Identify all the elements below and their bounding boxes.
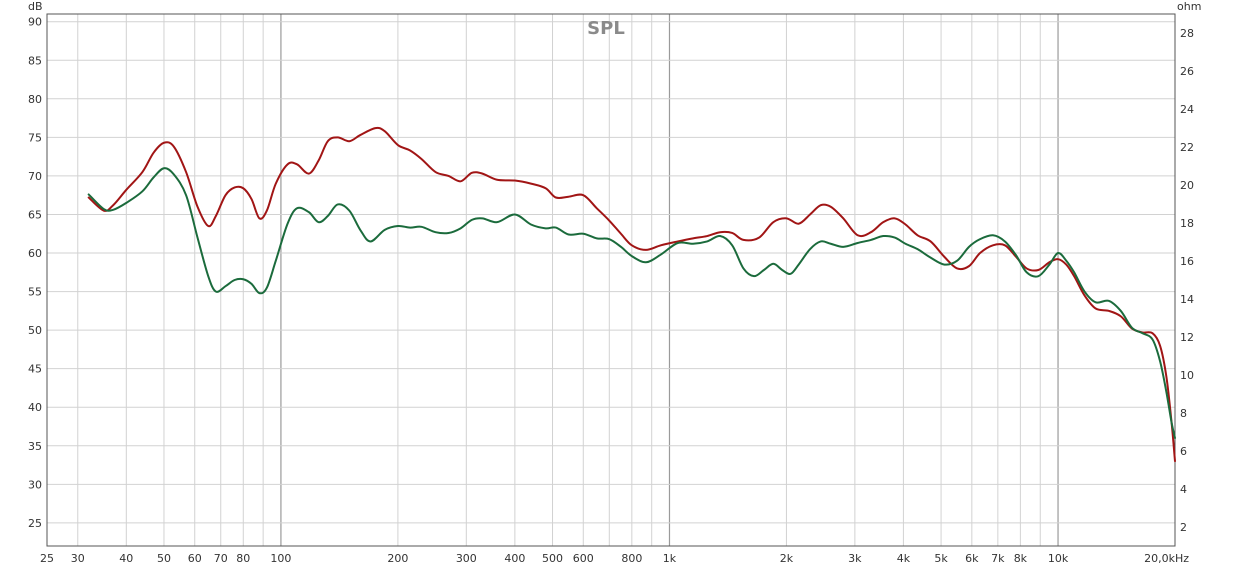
- x-tick-label: 5k: [934, 552, 948, 565]
- series-line-green: [87, 167, 1176, 440]
- y-right-tick-label: 12: [1180, 331, 1194, 344]
- y-right-tick-label: 6: [1180, 445, 1187, 458]
- y-right-tick-label: 22: [1180, 141, 1194, 154]
- y-left-tick-label: 75: [28, 131, 42, 144]
- grid: [47, 14, 1176, 546]
- x-tick-label: 80: [236, 552, 250, 565]
- y-left-tick-label: 90: [28, 16, 42, 29]
- y-left-tick-label: 80: [28, 93, 42, 106]
- x-tick-label: 50: [157, 552, 171, 565]
- series-line-red: [87, 126, 1176, 463]
- x-tick-label: 8k: [1014, 552, 1028, 565]
- tick-labels: 2530354045505560657075808590246810121416…: [28, 16, 1194, 565]
- x-tick-label: 2k: [780, 552, 794, 565]
- x-tick-label: 600: [573, 552, 594, 565]
- x-tick-label: 20,0kHz: [1144, 552, 1189, 565]
- y-left-tick-label: 85: [28, 54, 42, 67]
- y-right-tick-label: 4: [1180, 483, 1187, 496]
- x-tick-label: 1k: [663, 552, 677, 565]
- x-tick-label: 60: [188, 552, 202, 565]
- y-left-tick-label: 55: [28, 286, 42, 299]
- chart-title: SPL: [587, 18, 625, 39]
- y-left-tick-label: 50: [28, 324, 42, 337]
- x-tick-label: 10k: [1048, 552, 1069, 565]
- x-tick-label: 4k: [897, 552, 911, 565]
- x-tick-label: 40: [119, 552, 133, 565]
- x-tick-label: 300: [456, 552, 477, 565]
- x-tick-label: 7k: [991, 552, 1005, 565]
- y-left-tick-label: 70: [28, 170, 42, 183]
- x-tick-label: 6k: [965, 552, 979, 565]
- y-left-tick-label: 40: [28, 401, 42, 414]
- y-right-tick-label: 24: [1180, 103, 1194, 116]
- y-left-tick-label: 35: [28, 440, 42, 453]
- x-tick-label: 500: [542, 552, 563, 565]
- x-tick-label: 30: [71, 552, 85, 565]
- x-tick-label: 3k: [848, 552, 862, 565]
- x-tick-label: 800: [621, 552, 642, 565]
- y-left-unit-label: dB: [28, 0, 43, 13]
- y-right-tick-label: 26: [1180, 65, 1194, 78]
- y-left-tick-label: 60: [28, 247, 42, 260]
- y-right-tick-label: 8: [1180, 407, 1187, 420]
- x-tick-label: 25: [40, 552, 54, 565]
- y-left-tick-label: 25: [28, 517, 42, 530]
- y-right-tick-label: 16: [1180, 255, 1194, 268]
- y-left-tick-label: 65: [28, 208, 42, 221]
- plot-frame: [46, 13, 1176, 547]
- y-right-tick-label: 20: [1180, 179, 1194, 192]
- y-left-tick-label: 30: [28, 478, 42, 491]
- series-lines: [87, 126, 1176, 463]
- x-tick-label: 100: [270, 552, 291, 565]
- x-tick-label: 400: [504, 552, 525, 565]
- y-left-tick-label: 45: [28, 363, 42, 376]
- x-tick-label: 200: [387, 552, 408, 565]
- y-right-tick-label: 14: [1180, 293, 1194, 306]
- y-right-tick-label: 2: [1180, 521, 1187, 534]
- y-right-tick-label: 28: [1180, 27, 1194, 40]
- y-right-tick-label: 18: [1180, 217, 1194, 230]
- y-right-unit-label: ohm: [1177, 0, 1201, 13]
- x-tick-label: 70: [214, 552, 228, 565]
- y-right-tick-label: 10: [1180, 369, 1194, 382]
